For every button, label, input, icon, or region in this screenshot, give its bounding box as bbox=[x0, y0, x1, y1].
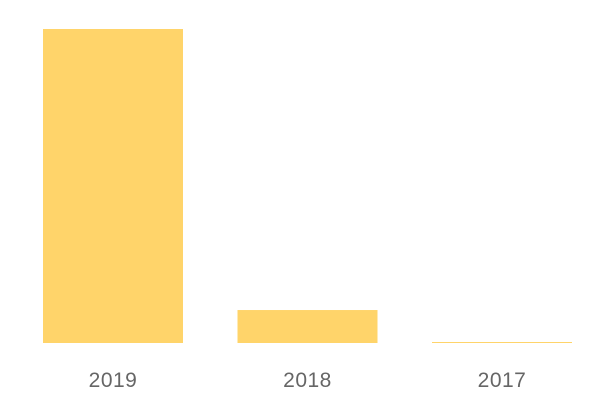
bar-2019 bbox=[43, 29, 183, 343]
x-tick-label: 2018 bbox=[283, 369, 332, 392]
x-tick-label: 2019 bbox=[89, 369, 138, 392]
bar-2018 bbox=[237, 310, 378, 343]
x-tick-label: 2017 bbox=[478, 369, 527, 392]
bar-2017 bbox=[432, 342, 572, 343]
